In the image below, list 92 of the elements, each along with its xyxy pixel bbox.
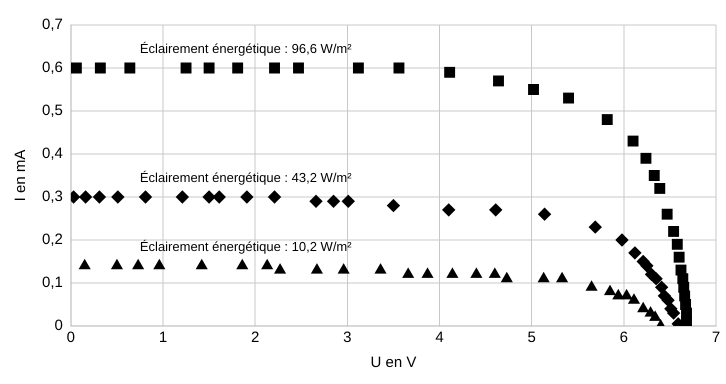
point <box>342 194 355 208</box>
point <box>668 226 680 237</box>
point <box>338 264 350 274</box>
point <box>293 62 304 74</box>
y-tick-label: 0,7 <box>42 16 63 34</box>
point <box>196 259 208 270</box>
point <box>649 310 661 321</box>
point <box>648 170 660 181</box>
point <box>586 280 598 291</box>
point <box>386 199 400 212</box>
point <box>139 190 152 204</box>
point <box>180 62 192 74</box>
point <box>501 272 512 282</box>
point <box>176 190 189 204</box>
point <box>269 62 280 74</box>
point <box>261 259 273 270</box>
point <box>470 268 482 278</box>
x-axis-title: U en V <box>370 354 416 372</box>
x-tick-label: 4 <box>435 329 444 346</box>
series-label: Éclairement énergétique : 96,6 W/m² <box>140 41 352 56</box>
point <box>528 84 539 95</box>
point <box>111 259 123 270</box>
point <box>212 190 226 204</box>
point <box>628 246 642 260</box>
point <box>556 272 568 282</box>
point <box>604 285 616 296</box>
point <box>662 208 673 220</box>
y-tick-label: 0,6 <box>42 59 63 76</box>
point <box>268 190 282 204</box>
point <box>232 62 244 74</box>
point <box>124 62 136 74</box>
y-tick-label: 0,3 <box>42 188 63 206</box>
point <box>78 259 90 270</box>
point <box>310 194 323 208</box>
point <box>92 190 106 204</box>
point <box>79 190 92 204</box>
point <box>94 62 106 74</box>
y-tick-label: 0,4 <box>42 145 63 162</box>
point <box>446 268 458 278</box>
x-tick-label: 2 <box>251 329 260 346</box>
y-tick-label: 0,5 <box>42 102 63 120</box>
point <box>628 136 638 147</box>
point <box>655 280 668 294</box>
x-tick-label: 1 <box>158 329 168 346</box>
point <box>615 234 628 246</box>
point <box>650 272 663 286</box>
point <box>493 75 504 86</box>
point <box>442 203 456 216</box>
point <box>236 259 248 270</box>
series-label: Éclairement énergétique : 10,2 W/m² <box>140 238 352 254</box>
x-tick-label: 3 <box>343 329 352 346</box>
point <box>681 316 692 326</box>
point <box>240 190 254 204</box>
point <box>202 190 216 204</box>
point <box>274 264 286 274</box>
point <box>154 259 166 270</box>
point <box>672 238 683 250</box>
point <box>111 190 124 204</box>
point <box>602 114 613 126</box>
x-tick-label: 0 <box>66 329 76 346</box>
point <box>132 259 144 270</box>
point <box>422 268 434 278</box>
y-axis-title: I en mA <box>12 150 30 202</box>
point <box>311 264 323 274</box>
point <box>327 194 340 208</box>
point <box>674 252 685 263</box>
x-tick-label: 6 <box>620 329 628 346</box>
point <box>620 289 632 300</box>
point <box>563 92 574 104</box>
point <box>204 62 215 74</box>
point <box>352 62 364 74</box>
point <box>489 203 502 216</box>
point <box>640 152 652 164</box>
series-label: Éclairement énergétique : 43,2 W/m² <box>140 170 352 186</box>
point <box>70 62 82 74</box>
y-tick-label: 0,2 <box>42 231 63 248</box>
point <box>402 268 414 278</box>
point <box>654 182 666 194</box>
point <box>538 272 550 282</box>
point <box>588 220 602 234</box>
point <box>612 289 624 300</box>
y-tick-label: 0,1 <box>42 274 63 292</box>
point <box>394 62 404 74</box>
point <box>628 294 640 304</box>
point <box>637 302 649 312</box>
y-tick-label: 0 <box>54 317 63 334</box>
point <box>489 268 501 278</box>
x-tick-label: 5 <box>528 329 536 346</box>
point <box>374 264 386 274</box>
point <box>538 208 552 221</box>
point <box>444 66 456 78</box>
x-tick-label: 7 <box>712 329 720 346</box>
